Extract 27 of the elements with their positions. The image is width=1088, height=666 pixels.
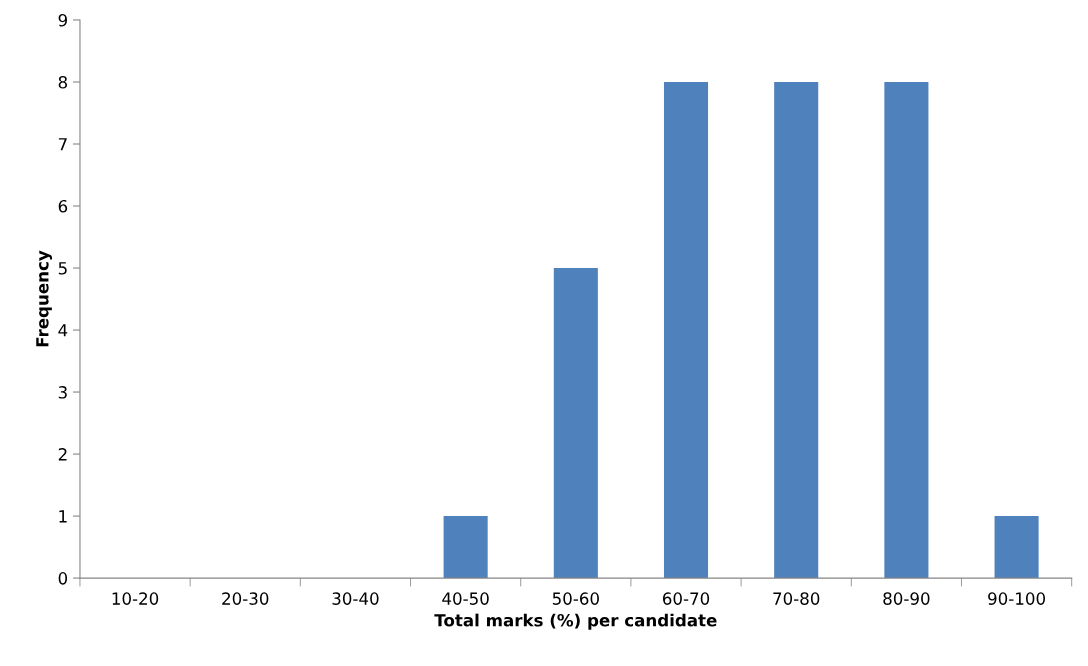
y-tick-label: 7 [58, 138, 67, 151]
x-tick-label: 10-20 [112, 592, 159, 605]
bar [663, 81, 709, 579]
x-tick-label: 90-100 [988, 592, 1045, 605]
x-tick-label: 80-90 [883, 592, 930, 605]
y-axis-title: Frequency [36, 250, 52, 347]
bar [994, 516, 1039, 579]
x-tick-label: 40-50 [442, 592, 489, 605]
y-tick-label: 0 [58, 572, 68, 585]
y-tick-label: 2 [58, 448, 67, 461]
y-tick-label: 5 [58, 262, 67, 275]
x-tick-label: 50-60 [552, 592, 599, 605]
y-tick-label: 1 [59, 510, 67, 523]
bar [553, 268, 598, 579]
y-tick-label: 6 [58, 199, 68, 213]
x-tick-label: 70-80 [773, 592, 820, 605]
y-tick-label: 9 [58, 13, 67, 27]
bar [774, 81, 819, 579]
bar [884, 81, 929, 579]
x-tick-label: 20-30 [222, 592, 269, 605]
y-tick-label: 4 [58, 324, 68, 337]
bar [443, 516, 488, 579]
x-tick-label: 30-40 [332, 592, 379, 605]
y-tick-label: 3 [58, 386, 67, 399]
x-tick-label: 60-70 [662, 592, 710, 605]
y-tick-label: 8 [58, 75, 68, 89]
x-axis-title: Total marks (%) per candidate [434, 613, 717, 630]
